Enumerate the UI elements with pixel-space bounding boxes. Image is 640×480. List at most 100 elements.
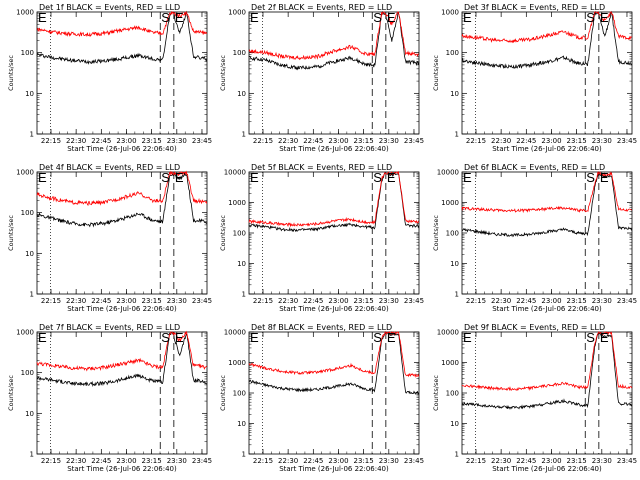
panel-det-7 xyxy=(36,330,208,455)
y-tick-label: 1000 xyxy=(228,9,246,17)
plot-frame xyxy=(248,171,420,295)
y-axis-label: Counts/sec xyxy=(432,375,440,411)
x-tick-label: 22:15 xyxy=(466,457,486,465)
x-tick-label: 23:30 xyxy=(167,137,187,145)
x-axis-label: Start Time (26-Jul-06 22:06:40) xyxy=(492,465,602,473)
marker-e-right: E xyxy=(175,170,184,185)
x-tick-label: 23:30 xyxy=(167,297,187,305)
x-axis-label: Start Time (26-Jul-06 22:06:40) xyxy=(279,145,389,153)
x-tick-label: 23:00 xyxy=(328,297,348,305)
y-tick-label: 100 xyxy=(21,369,34,377)
x-tick-label: 22:45 xyxy=(91,297,111,305)
y-tick-label: 10000 xyxy=(437,329,459,337)
marker-e-left: E xyxy=(463,170,472,185)
y-axis-label: Counts/sec xyxy=(219,215,227,251)
x-tick-label: 23:15 xyxy=(142,457,162,465)
y-axis-label: Counts/sec xyxy=(432,215,440,251)
x-axis-label: Start Time (26-Jul-06 22:06:40) xyxy=(67,305,177,313)
panel-det-1 xyxy=(36,10,208,135)
plot-title: Det 9f BLACK = Events, RED = LLD xyxy=(464,323,605,332)
plot-frame xyxy=(461,11,633,135)
marker-e-left: E xyxy=(38,330,47,345)
x-tick-label: 22:30 xyxy=(278,457,298,465)
x-tick-label: 23:00 xyxy=(116,137,136,145)
marker-e-left: E xyxy=(250,10,259,25)
y-tick-label: 100 xyxy=(446,49,459,57)
x-tick-label: 23:15 xyxy=(567,297,587,305)
x-tick-label: 23:45 xyxy=(617,297,637,305)
x-axis-label: Start Time (26-Jul-06 22:06:40) xyxy=(279,305,389,313)
y-tick-label: 1 xyxy=(30,131,34,139)
plot-frame xyxy=(461,331,633,455)
x-tick-label: 22:45 xyxy=(91,137,111,145)
y-tick-label: 1 xyxy=(242,451,246,459)
y-tick-label: 100 xyxy=(446,390,459,398)
plot-frame xyxy=(248,331,420,455)
y-axis-label: Counts/sec xyxy=(7,375,15,411)
marker-s: S xyxy=(161,10,170,25)
x-tick-label: 23:00 xyxy=(116,297,136,305)
y-tick-label: 1 xyxy=(30,291,34,299)
plot-title: Det 6f BLACK = Events, RED = LLD xyxy=(464,163,605,172)
x-tick-label: 23:30 xyxy=(379,137,399,145)
series-line-lld xyxy=(36,170,208,207)
y-tick-label: 1000 xyxy=(441,9,459,17)
panel-det-5 xyxy=(248,170,420,295)
x-tick-label: 23:15 xyxy=(567,457,587,465)
y-tick-label: 1000 xyxy=(441,199,459,207)
panel-det-8 xyxy=(248,330,420,455)
y-tick-label: 1 xyxy=(455,131,459,139)
x-tick-label: 23:30 xyxy=(592,457,612,465)
marker-s: S xyxy=(373,10,382,25)
marker-s: S xyxy=(586,330,595,345)
marker-s: S xyxy=(373,330,382,345)
panel-det-4 xyxy=(36,170,208,295)
y-tick-label: 1000 xyxy=(441,359,459,367)
x-tick-label: 22:45 xyxy=(303,457,323,465)
marker-e-right: E xyxy=(387,170,396,185)
marker-e-right: E xyxy=(600,10,609,25)
plot-title: Det 1f BLACK = Events, RED = LLD xyxy=(39,3,180,12)
y-tick-label: 10 xyxy=(450,90,459,98)
x-axis-label: Start Time (26-Jul-06 22:06:40) xyxy=(67,145,177,153)
y-tick-label: 10000 xyxy=(224,329,246,337)
x-tick-label: 22:30 xyxy=(66,457,86,465)
x-tick-label: 23:15 xyxy=(354,457,374,465)
x-tick-label: 23:00 xyxy=(541,297,561,305)
y-axis-label: Counts/sec xyxy=(7,55,15,91)
y-tick-label: 1000 xyxy=(16,329,34,337)
series-line-lld xyxy=(461,10,633,44)
panel-det-2 xyxy=(248,11,420,135)
x-tick-label: 23:45 xyxy=(404,297,424,305)
marker-e-right: E xyxy=(175,10,184,25)
y-tick-label: 10 xyxy=(25,90,34,98)
plot-title: Det 8f BLACK = Events, RED = LLD xyxy=(251,323,392,332)
marker-e-left: E xyxy=(38,170,47,185)
x-tick-label: 22:15 xyxy=(41,457,61,465)
x-tick-label: 23:45 xyxy=(404,137,424,145)
x-tick-label: 23:00 xyxy=(541,137,561,145)
x-tick-label: 22:45 xyxy=(516,297,536,305)
y-axis-label: Counts/sec xyxy=(219,55,227,91)
x-tick-label: 22:30 xyxy=(491,137,511,145)
marker-e-right: E xyxy=(600,330,609,345)
plot-title: Det 7f BLACK = Events, RED = LLD xyxy=(39,323,180,332)
x-tick-label: 22:30 xyxy=(491,297,511,305)
y-tick-label: 100 xyxy=(233,230,246,238)
marker-e-left: E xyxy=(463,10,472,25)
x-tick-label: 23:15 xyxy=(354,297,374,305)
series-line-lld xyxy=(461,331,633,392)
x-tick-label: 23:15 xyxy=(354,137,374,145)
x-axis-label: Start Time (26-Jul-06 22:06:40) xyxy=(492,145,602,153)
y-tick-label: 10 xyxy=(450,420,459,428)
y-axis-label: Counts/sec xyxy=(7,215,15,251)
y-tick-label: 1000 xyxy=(16,169,34,177)
y-tick-label: 100 xyxy=(21,49,34,57)
marker-s: S xyxy=(161,170,170,185)
marker-e-right: E xyxy=(387,330,396,345)
y-axis-label: Counts/sec xyxy=(432,55,440,91)
series-line-lld xyxy=(248,11,419,61)
y-tick-label: 1000 xyxy=(16,9,34,17)
x-tick-label: 22:15 xyxy=(253,137,273,145)
